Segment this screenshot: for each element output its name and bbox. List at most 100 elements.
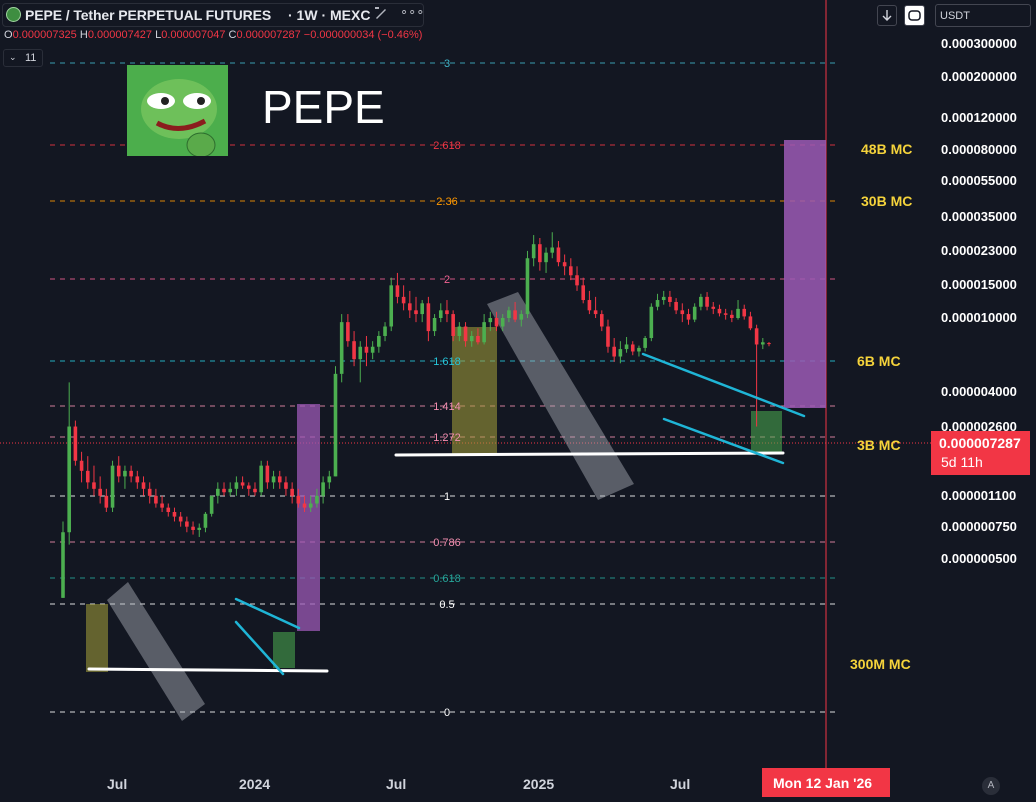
candle-body: [135, 476, 140, 483]
symbol-box[interactable]: [2, 3, 424, 27]
fib-level-label: 0.786: [433, 537, 461, 549]
candle-body: [98, 488, 102, 496]
candle-body: [92, 482, 96, 489]
candle-body: [748, 316, 753, 329]
candle-body: [395, 285, 400, 297]
candle-body: [618, 349, 623, 357]
candle-body: [699, 296, 703, 307]
candle-body: [754, 328, 759, 345]
candle-body: [358, 346, 363, 360]
indicators-toggle[interactable]: ⌄ 11: [3, 49, 43, 67]
price-tick: 0.000004000: [941, 383, 1017, 399]
mc-label-48b: 48B MC: [861, 141, 913, 157]
download-icon[interactable]: [877, 5, 897, 26]
candle-body: [761, 342, 765, 345]
candle-body: [587, 300, 592, 311]
candle-body: [185, 521, 189, 527]
candle-body: [445, 310, 449, 315]
price-tick: 0.000000500: [941, 551, 1017, 567]
candle-body: [383, 326, 387, 336]
candle-body: [507, 310, 511, 319]
candle-body: [476, 335, 480, 343]
candle-body: [593, 310, 598, 315]
channel-band: [107, 582, 205, 721]
candle-body: [290, 488, 294, 496]
candle-body: [457, 326, 462, 336]
candle-body: [116, 465, 121, 477]
target-box: [784, 140, 826, 408]
sync-icon[interactable]: [904, 5, 925, 26]
candle-body: [271, 476, 276, 483]
trend-line: [641, 352, 806, 418]
last-price-badge: 0.000007287 5d 11h: [931, 431, 1030, 475]
candle-body: [408, 303, 412, 311]
candle-body: [321, 482, 325, 496]
candle-body: [538, 244, 542, 263]
candle-body: [284, 482, 288, 489]
candle-body: [612, 346, 616, 357]
candle-body: [240, 482, 245, 486]
candle-body: [500, 318, 505, 327]
candle-body: [643, 338, 647, 348]
candle-body: [191, 526, 195, 530]
auto-scale-button[interactable]: A: [982, 777, 1000, 795]
candle-body: [556, 247, 561, 263]
trend-line: [234, 620, 285, 676]
price-tick: 0.000120000: [941, 109, 1017, 125]
candle-body: [736, 308, 740, 319]
candle-body: [519, 314, 524, 320]
candle-body: [705, 296, 709, 307]
candle-body: [123, 470, 127, 477]
price-scale[interactable]: [933, 0, 1036, 802]
candle-body: [141, 482, 146, 489]
overlay-title: PEPE: [262, 81, 385, 133]
drawing-boxes: [86, 140, 826, 721]
candle-body: [265, 465, 270, 483]
price-tick: 0.000000750: [941, 518, 1017, 534]
candle-body: [401, 296, 406, 304]
price-tick: 0.000010000: [941, 310, 1017, 325]
high-value: 0.000007427: [87, 29, 153, 41]
candle-body: [637, 347, 641, 352]
candle-body: [172, 511, 177, 517]
candle-body: [246, 485, 251, 489]
candle-body: [197, 527, 202, 530]
candle-body: [203, 513, 208, 528]
candle-body: [228, 488, 233, 493]
currency-select[interactable]: USDT: [935, 4, 1031, 27]
close-value: 0.000007287: [236, 29, 301, 41]
price-tick: 0.000200000: [941, 68, 1017, 84]
fib-level-label: 2.36: [436, 196, 457, 208]
settings-icon[interactable]: [374, 6, 388, 23]
fib-level-label: 1.618: [433, 356, 461, 368]
price-tick: 0.000055000: [941, 172, 1017, 188]
candle-body: [296, 495, 301, 504]
fib-level-label: 1.414: [433, 401, 461, 413]
mc-label-300m: 300M MC: [850, 656, 911, 672]
chart-header: PEPE / Tether PERPETUAL FUTURES · 1W · M…: [0, 0, 430, 28]
candle-body: [389, 285, 394, 327]
candle-body: [680, 310, 685, 315]
price-tick: 0.000300000: [941, 36, 1017, 51]
fib-level-label: 2.618: [433, 140, 461, 152]
fib-labels: 3 2.618 2.36 2 1.618 1.414 1.272 1 0.786 0.618 0.5…: [433, 58, 461, 719]
price-tick: 0.000002600: [941, 418, 1017, 434]
symbol-title[interactable]: PEPE / Tether PERPETUAL FUTURES: [25, 7, 272, 23]
candle-body: [110, 465, 115, 508]
fib-levels: [0, 0, 933, 769]
candle-body: [668, 296, 672, 302]
candle-body: [438, 310, 443, 319]
candle-body: [352, 341, 356, 360]
candle-body: [469, 335, 474, 342]
candle-body: [767, 343, 771, 345]
candle-body: [129, 470, 133, 477]
channel-band: [487, 292, 634, 500]
low-label: L: [155, 29, 162, 41]
candle-body: [544, 252, 548, 263]
candle-body: [154, 495, 158, 504]
more-icon[interactable]: ∘∘∘: [400, 4, 425, 19]
ohlc-readout: O0.000007325 H0.000007427 L0.000007047 C…: [4, 29, 422, 41]
candle-body: [216, 488, 220, 496]
cursor-date-badge: Mon 12 Jan '26: [762, 768, 890, 797]
